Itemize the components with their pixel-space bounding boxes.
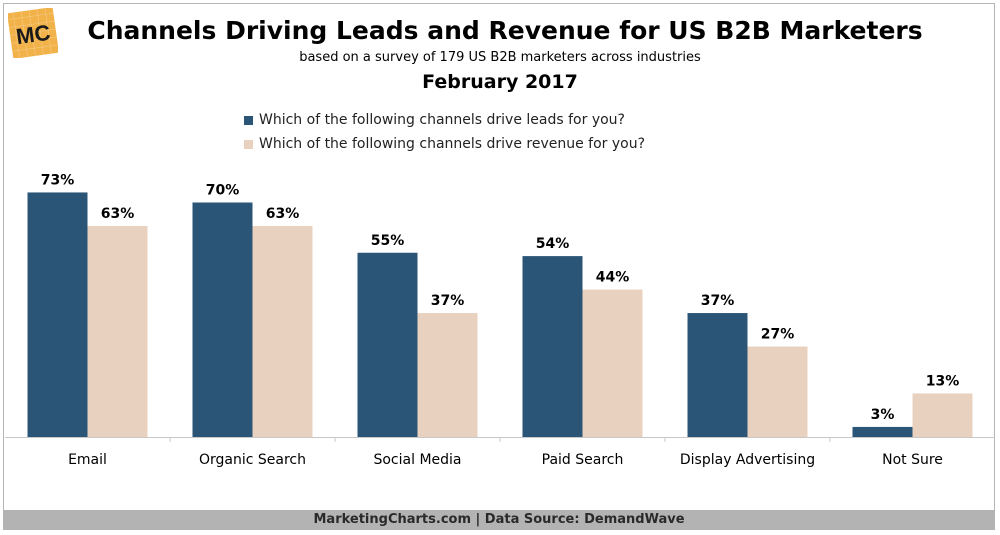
data-label-leads: 3%	[871, 407, 895, 423]
bar-leads	[687, 313, 748, 437]
legend-swatch-leads	[244, 115, 253, 125]
data-label-revenue: 63%	[266, 206, 300, 222]
bar-revenue	[582, 289, 643, 437]
chart-frame	[3, 3, 995, 530]
bar-leads	[27, 192, 88, 437]
legend-swatch-revenue	[244, 139, 253, 149]
legend-label-leads: Which of the following channels drive le…	[259, 112, 625, 128]
legend-item-revenue: Which of the following channels drive re…	[244, 132, 645, 156]
data-label-leads: 70%	[206, 183, 240, 199]
category-label: Social Media	[373, 452, 461, 468]
data-label-revenue: 27%	[761, 327, 795, 343]
data-label-revenue: 44%	[596, 270, 630, 286]
category-label: Organic Search	[199, 452, 306, 468]
bar-leads	[522, 256, 583, 437]
chart-title: Channels Driving Leads and Revenue for U…	[87, 16, 923, 45]
bar-leads	[192, 202, 253, 437]
data-label-leads: 54%	[536, 236, 570, 252]
category-label: Not Sure	[882, 452, 943, 468]
data-label-leads: 73%	[41, 172, 75, 188]
footer-source: MarketingCharts.com | Data Source: Deman…	[3, 510, 995, 530]
bar-leads	[357, 252, 418, 437]
legend: Which of the following channels drive le…	[244, 108, 645, 156]
logo-text: MC	[15, 20, 52, 50]
data-label-revenue: 13%	[926, 373, 960, 389]
category-label: Email	[68, 452, 107, 468]
marketingcharts-logo: MC	[8, 8, 58, 58]
bar-revenue	[252, 225, 313, 437]
bar-revenue	[417, 313, 478, 437]
legend-label-revenue: Which of the following channels drive re…	[259, 136, 646, 152]
category-label: Paid Search	[542, 452, 624, 468]
data-label-leads: 55%	[371, 233, 405, 249]
data-label-revenue: 37%	[431, 293, 465, 309]
legend-item-leads: Which of the following channels drive le…	[244, 108, 645, 132]
chart-subtitle: based on a survey of 179 US B2B marketer…	[299, 50, 701, 65]
chart-date: February 2017	[422, 71, 578, 93]
category-label: Display Advertising	[680, 452, 815, 468]
bar-revenue	[747, 346, 808, 437]
data-label-revenue: 63%	[101, 206, 135, 222]
bar-revenue	[912, 393, 973, 437]
bar-revenue	[87, 225, 148, 437]
bar-leads	[852, 426, 913, 437]
data-label-leads: 37%	[701, 293, 735, 309]
